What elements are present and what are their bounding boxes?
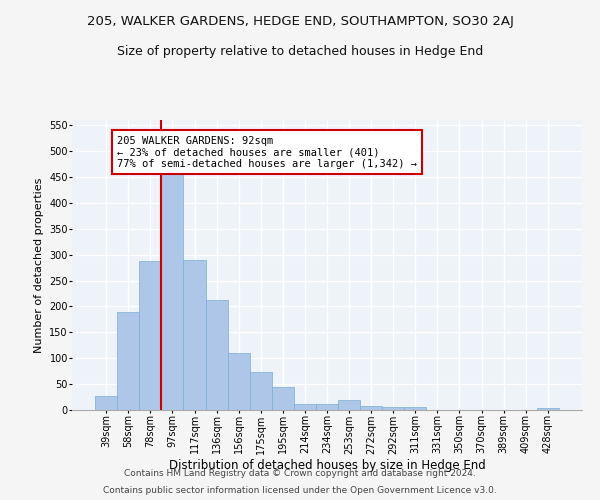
- Bar: [338, 400, 360, 410]
- Y-axis label: Number of detached properties: Number of detached properties: [34, 178, 44, 352]
- X-axis label: Distribution of detached houses by size in Hedge End: Distribution of detached houses by size …: [169, 459, 485, 472]
- Bar: [161, 172, 184, 410]
- Text: Size of property relative to detached houses in Hedge End: Size of property relative to detached ho…: [117, 45, 483, 58]
- Bar: [404, 408, 427, 410]
- Bar: [117, 312, 139, 410]
- Bar: [316, 404, 338, 410]
- Bar: [250, 372, 272, 410]
- Bar: [139, 261, 161, 410]
- Bar: [382, 407, 404, 410]
- Text: Contains HM Land Registry data © Crown copyright and database right 2024.: Contains HM Land Registry data © Crown c…: [124, 468, 476, 477]
- Bar: [537, 408, 559, 410]
- Bar: [95, 396, 117, 410]
- Bar: [360, 406, 382, 410]
- Text: 205, WALKER GARDENS, HEDGE END, SOUTHAMPTON, SO30 2AJ: 205, WALKER GARDENS, HEDGE END, SOUTHAMP…: [86, 15, 514, 28]
- Text: 205 WALKER GARDENS: 92sqm
← 23% of detached houses are smaller (401)
77% of semi: 205 WALKER GARDENS: 92sqm ← 23% of detac…: [117, 136, 417, 168]
- Bar: [227, 353, 250, 410]
- Bar: [272, 386, 294, 410]
- Bar: [184, 260, 206, 410]
- Text: Contains public sector information licensed under the Open Government Licence v3: Contains public sector information licen…: [103, 486, 497, 495]
- Bar: [294, 404, 316, 410]
- Bar: [206, 300, 227, 410]
